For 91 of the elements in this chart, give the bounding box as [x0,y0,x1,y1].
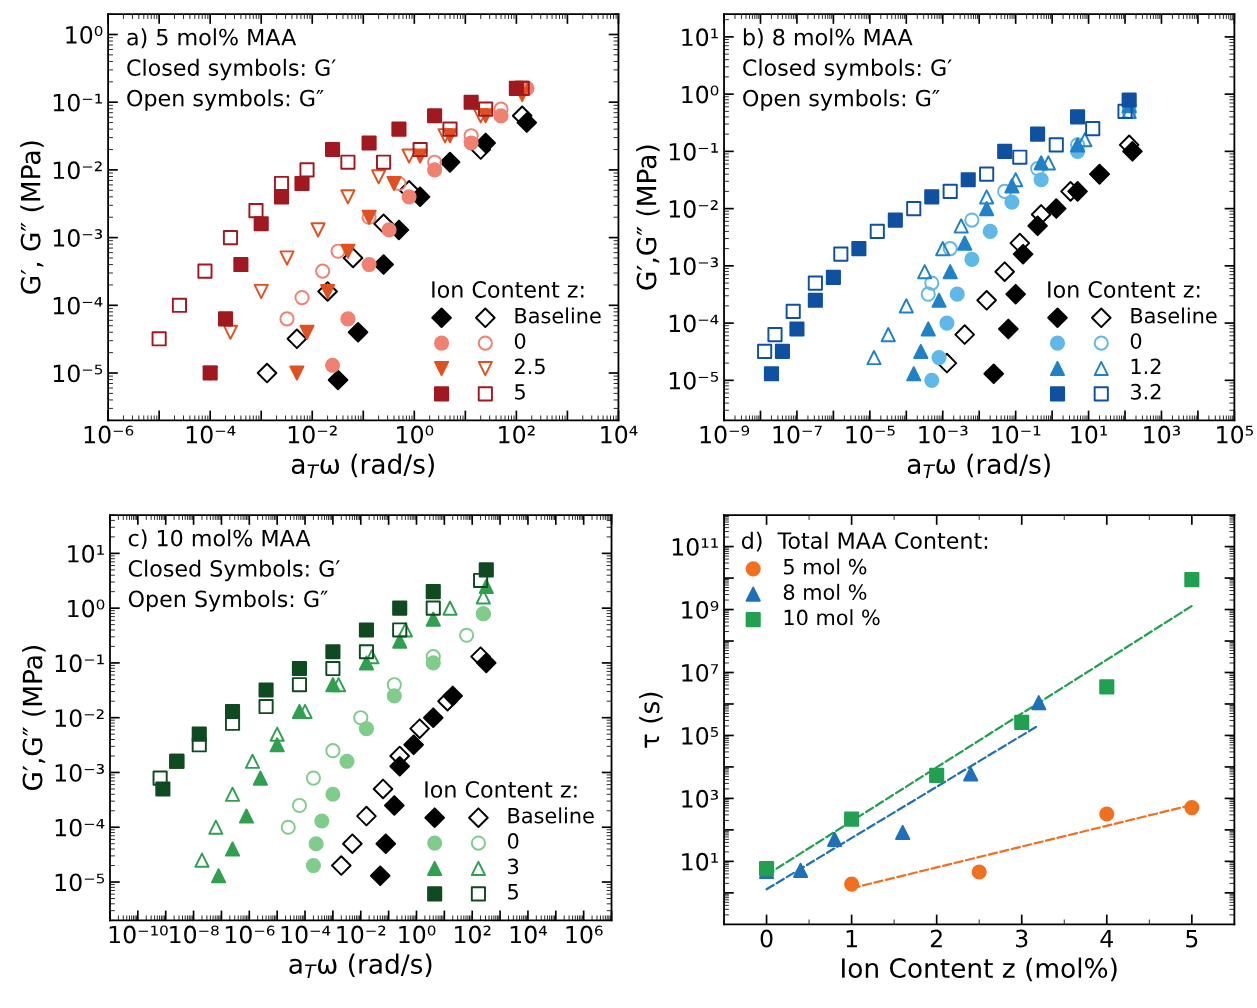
legend-label: Baseline [1131,307,1217,324]
x-tick-label: 10⁻⁶ [84,425,134,444]
annotation: c) 10 mol% MAA [128,529,311,550]
y-tick-label: 10¹ [682,852,718,871]
x-tick-label: 0 [760,929,773,948]
x-tick-label: 10⁻¹⁰ [109,925,168,944]
legend-label: Baseline [508,807,594,824]
x-tick-label: 10⁻⁷ [773,425,822,444]
annotation: Closed symbols: G′ [743,58,952,81]
x-tick-label: 10⁻² [337,925,386,944]
x-tick-label: 10⁻⁴ [281,925,331,944]
x-tick-label: 10⁴ [601,425,638,444]
y-tick-label: 10⁻⁴ [669,314,719,333]
y-axis-title: G′, G″ (MPa) [20,141,44,294]
legend-label: 8 mol % [783,583,867,600]
legend-label: 3.2 [1130,383,1161,400]
y-tick-label: 10⁻⁴ [55,818,105,837]
x-tick-label: 4 [1100,929,1113,948]
legend-label: Baseline [515,307,601,324]
annotation: Open symbols: G″ [743,89,940,111]
legend-label: 10 mol % [784,609,880,626]
x-tick-label: 10¹ [1071,425,1108,444]
x-tick-label: 10⁻³ [919,425,968,444]
y-tick-label: 10³ [682,789,718,808]
x-axis-title: a$_{T}$ω (rad/s) [289,953,432,978]
y-tick-label: 10⁻² [55,709,104,727]
legend-label: 1.2 [1131,358,1161,374]
y-tick-label: 10⁵ [682,726,719,745]
y-axis-title: G′,G″ (MPa) [22,646,46,791]
x-tick-label: 10⁶ [566,925,603,944]
y-tick-label: 10⁻¹ [669,142,718,161]
y-tick-label: 10⁻² [53,161,102,180]
legend-title: Ion Content z: [425,781,577,798]
x-tick-label: 10⁻⁴ [186,425,236,444]
x-tick-label: 10⁰ [397,425,434,444]
y-tick-label: 10⁻³ [53,229,103,247]
y-tick-label: 10⁻⁵ [53,364,103,383]
legend-title: Ion Content z: [1048,281,1200,298]
legend-label: 0 [507,833,519,849]
y-tick-label: 10⁰ [66,25,103,44]
legend-label: 0 [514,333,526,349]
y-tick-label: 10⁻² [669,200,718,218]
x-axis-title: a$_{T}$ω (rad/s) [907,453,1050,478]
y-tick-label: 10⁻⁴ [53,296,103,315]
x-tick-label: 10³ [1144,425,1181,444]
x-tick-label: 10⁻¹ [992,425,1041,444]
y-tick-label: 10⁹ [682,600,719,619]
y-tick-label: 10⁻⁵ [55,873,104,892]
legend-title: Ion Content z: [432,281,584,298]
legend-title: d) Total MAA Content: [741,531,988,552]
y-tick-label: 10¹¹ [672,538,718,556]
x-tick-label: 10⁴ [510,925,547,944]
x-tick-label: 3 [1016,929,1028,948]
x-axis-title: a$_{T}$ω (rad/s) [291,453,434,478]
y-axis-title: G′,G″ (MPa) [636,145,660,290]
x-tick-label: 1 [846,929,857,948]
y-tick-label: 10⁻¹ [55,654,104,673]
legend-label: 2.5 [514,358,545,375]
x-tick-label: 10⁻⁹ [700,425,750,444]
x-tick-label: 10² [499,425,535,444]
y-tick-label: 10¹ [682,28,718,47]
annotation: Closed Symbols: G′ [128,559,340,582]
y-tick-label: 10⁻³ [669,257,718,276]
y-tick-label: 10⁰ [68,599,105,618]
legend-label: 5 [515,384,525,400]
x-tick-label: 10² [455,925,491,944]
x-tick-label: 10⁵ [1217,425,1253,444]
x-tick-label: 10⁻² [288,425,337,444]
x-tick-label: 10⁻⁸ [170,925,219,944]
y-tick-label: 10⁻³ [55,763,104,782]
x-tick-label: 10⁻⁵ [846,425,895,444]
y-tick-label: 10⁻⁵ [669,371,719,390]
x-tick-label: 5 [1186,929,1198,948]
annotation: b) 8 mol% MAA [743,28,913,49]
legend-label: 5 mol % [783,558,867,575]
annotation: Open Symbols: G″ [128,590,328,612]
y-tick-label: 10⁻¹ [53,93,102,112]
legend-label: 5 [508,884,518,900]
annotation: Open symbols: G″ [127,89,324,111]
legend-label: 3 [508,858,519,875]
y-tick-label: 10¹ [68,544,104,563]
y-axis-title: τ (s) [639,692,663,748]
x-axis-title: Ion Content z (mol%) [842,957,1117,982]
x-tick-label: 10⁰ [399,925,436,944]
annotation: a) 5 mol% MAA [127,28,297,49]
annotation: Closed symbols: G′ [127,58,336,81]
x-tick-label: 10⁻⁶ [225,925,275,944]
x-tick-label: 2 [930,929,942,948]
legend-label: 0 [1130,333,1142,349]
y-tick-label: 10⁷ [682,663,719,682]
y-tick-label: 10⁰ [682,85,719,104]
